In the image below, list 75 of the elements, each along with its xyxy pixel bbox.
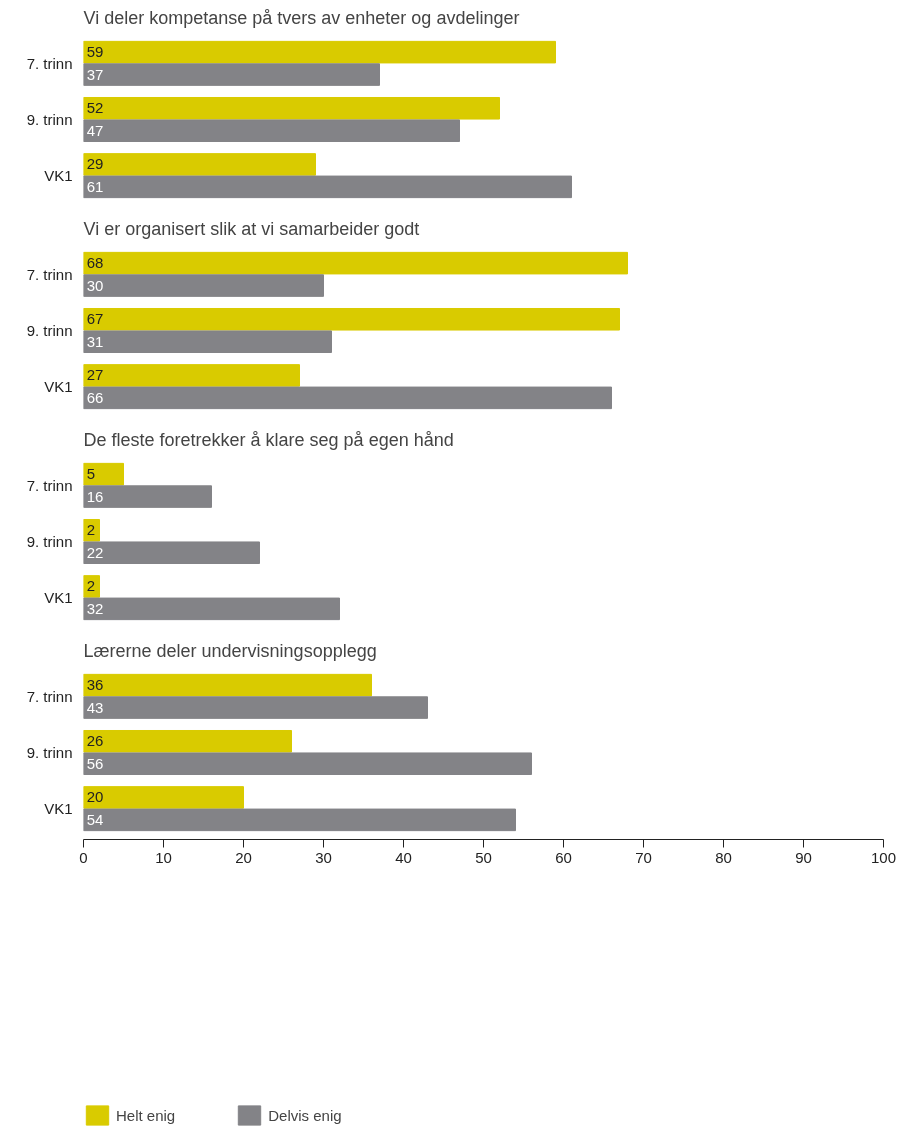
x-tick-label: 20 [235,848,252,866]
data-label: 36 [86,676,104,694]
chart-title: Lærerne deler undervisningsopplegg [83,640,377,661]
bar [83,752,532,775]
x-tick-label: 30 [315,848,332,866]
bar [83,40,556,64]
y-tick-label: 7. trinn [26,476,73,494]
y-tick-label: VK1 [44,167,73,185]
data-label: 26 [86,732,104,750]
y-tick-label: 7. trinn [26,265,73,283]
data-label: 5 [86,465,96,483]
x-tick-label: 40 [395,848,412,866]
bar [83,485,212,508]
bar [83,175,572,199]
data-label: 16 [86,487,104,505]
x-tick-label: 80 [715,848,732,866]
y-tick-label: 7. trinn [26,54,73,72]
y-tick-label: VK1 [44,800,73,818]
legend-label: Helt enig [116,1105,176,1126]
y-tick-label: VK1 [44,589,73,607]
data-label: 31 [86,332,104,350]
data-label: 37 [86,65,104,83]
data-label: 2 [86,577,96,595]
data-label: 54 [86,810,104,828]
y-tick-label: 7. trinn [26,687,73,705]
y-tick-label: 9. trinn [26,744,73,761]
bar [83,153,316,176]
data-label: 66 [86,388,104,406]
y-tick-label: 9. trinn [26,111,73,128]
bar [83,119,460,142]
bar [83,386,612,410]
data-label: 2 [86,521,96,539]
chart-title: De fleste foretrekker å klare seg på egen hånd [83,429,454,450]
x-tick-label: 100 [870,848,897,866]
data-label: 22 [86,543,104,561]
chart-title: Vi er organisert slik at vi samarbeider godt [83,218,420,239]
x-tick-label: 90 [795,848,812,866]
data-label: 43 [86,698,104,716]
bar [83,251,628,275]
bar [83,274,324,297]
x-tick-label: 50 [475,848,492,866]
y-tick-label: 9. trinn [26,533,73,550]
legend-label: Delvis enig [268,1105,342,1126]
bar [83,541,260,564]
data-label: 61 [86,177,104,195]
bar [83,97,500,120]
data-label: 30 [86,276,104,294]
data-label: 47 [86,121,104,139]
bar [83,808,516,832]
bar [83,330,332,353]
data-label: 56 [86,754,104,772]
x-tick-label: 0 [79,848,88,866]
x-tick-label: 10 [155,848,172,866]
bar [83,673,372,697]
x-tick-label: 60 [555,848,572,866]
chart-title: Vi deler kompetanse på tvers av enheter og avdelinger [83,7,520,28]
y-tick-label: 9. trinn [26,322,73,339]
data-label: 27 [86,366,104,384]
y-tick-label: VK1 [44,378,73,396]
data-label: 32 [86,599,104,617]
data-label: 59 [86,43,104,61]
data-label: 67 [86,310,104,328]
bar [83,597,340,621]
data-label: 52 [86,99,104,117]
x-tick-label: 70 [635,848,652,866]
bar [83,696,428,719]
bar [83,308,620,331]
data-label: 20 [86,788,104,806]
data-label: 68 [86,254,104,272]
bar [83,786,244,809]
bar [83,364,300,387]
bar [83,63,380,86]
bar [83,730,292,753]
bar [83,462,124,486]
data-label: 29 [86,155,104,173]
